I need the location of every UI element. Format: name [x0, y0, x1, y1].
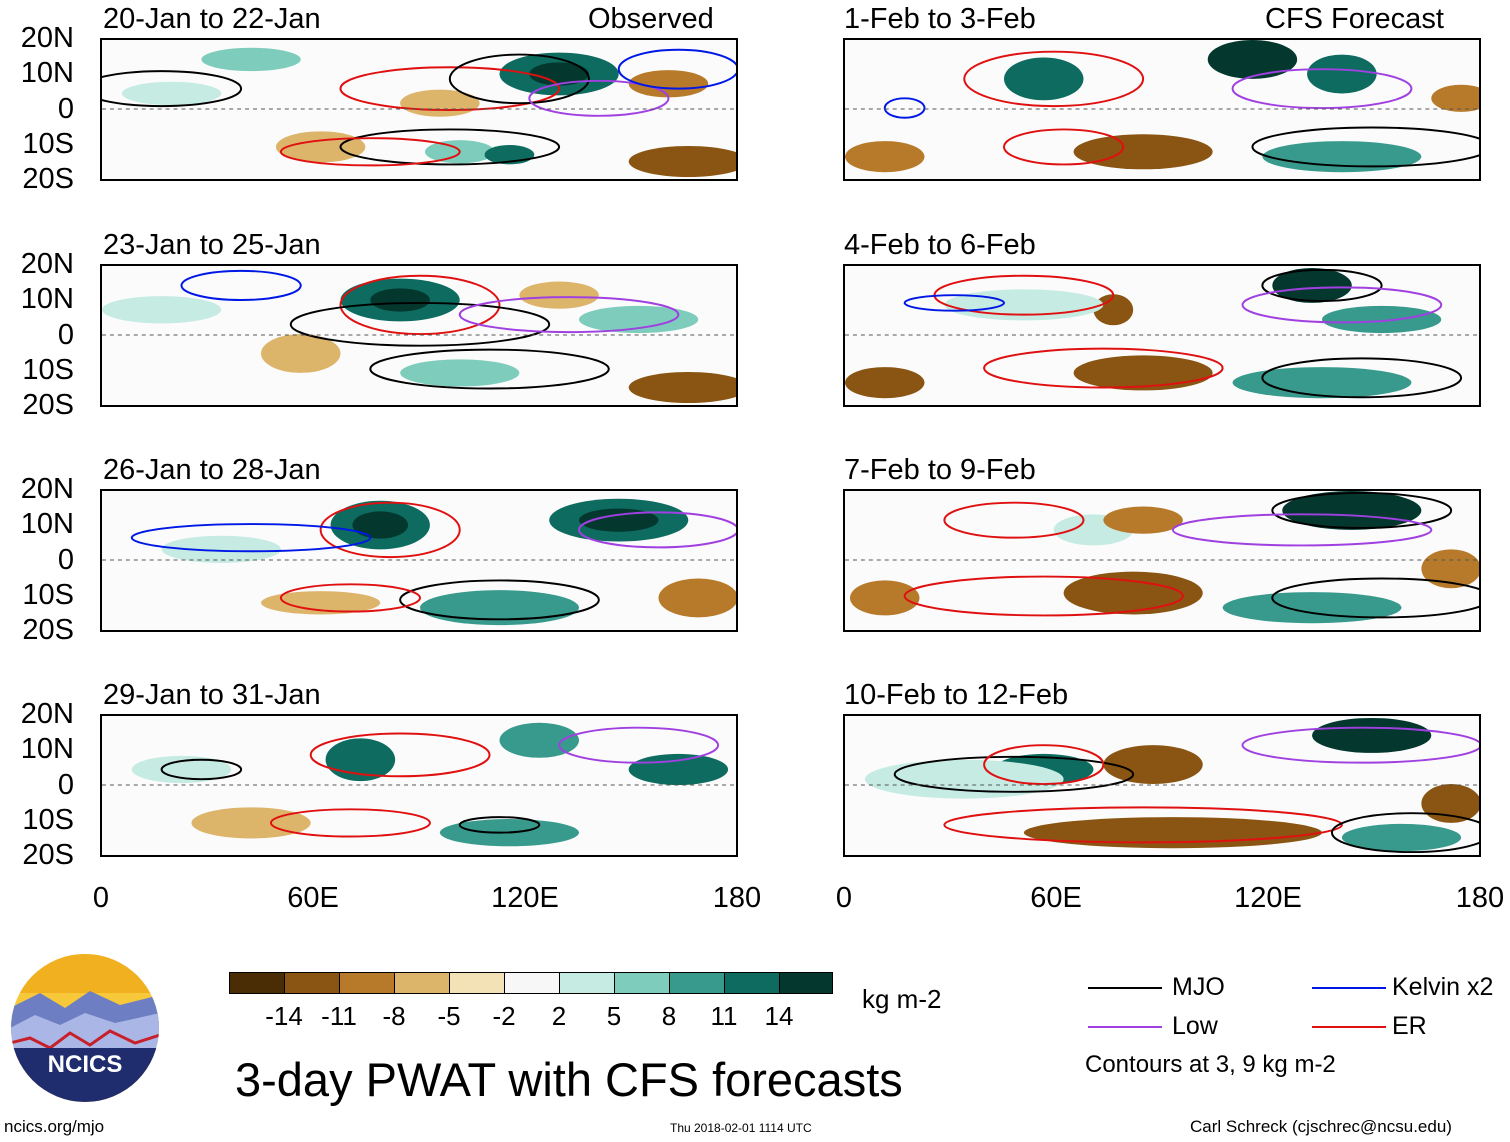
logo-text: NCICS — [47, 1051, 123, 1078]
lat-label: 20S — [22, 389, 74, 421]
colorbar-label: 14 — [764, 1001, 794, 1031]
lat-label: 20S — [22, 163, 74, 195]
footer-url: ncics.org/mjo — [4, 1117, 105, 1136]
panel-date-label: 1-Feb to 3-Feb — [844, 3, 1036, 35]
legend-label-er: ER — [1392, 1012, 1427, 1040]
footer-timestamp: Thu 2018-02-01 1114 UTC — [670, 1121, 812, 1135]
lat-label: 10N — [20, 508, 74, 540]
colorbar-box — [669, 972, 725, 994]
colorbar-label: -11 — [321, 1001, 357, 1031]
panel-date-label: 4-Feb to 6-Feb — [844, 229, 1036, 261]
lat-label: 0 — [57, 319, 74, 351]
lon-label: 120E — [1234, 882, 1302, 914]
lat-label: 10S — [22, 579, 74, 611]
figure-title: 3-day PWAT with CFS forecasts — [235, 1053, 903, 1106]
colorbar-box — [229, 972, 285, 994]
legend-label-mjo: MJO — [1172, 973, 1225, 1001]
panel-date-label: 10-Feb to 12-Feb — [844, 679, 1069, 711]
lat-label: 0 — [57, 544, 74, 576]
lat-label: 10S — [22, 804, 74, 836]
pwat-map — [843, 264, 1481, 407]
lat-label: 0 — [57, 769, 74, 801]
legend-line-low — [1088, 1026, 1162, 1028]
panel-date-label: 20-Jan to 22-Jan — [103, 3, 321, 35]
lon-label: 0 — [835, 882, 853, 914]
panel-date-label: 29-Jan to 31-Jan — [103, 679, 321, 711]
pwat-map — [843, 38, 1481, 181]
footer-author: Carl Schreck (cjschrec@ncsu.edu) — [1190, 1117, 1452, 1136]
lon-label: 0 — [92, 882, 110, 914]
pwat-map — [100, 489, 738, 632]
forecast-label: CFS Forecast — [1265, 3, 1444, 35]
colorbar-box — [724, 972, 780, 994]
legend-line-er — [1312, 1026, 1386, 1028]
colorbar-label: -5 — [437, 1001, 461, 1031]
lat-label: 10N — [20, 57, 74, 89]
colorbar-box — [339, 972, 395, 994]
legend-line-mjo — [1088, 987, 1162, 989]
pwat-map — [843, 714, 1481, 857]
legend-line-kelvin — [1312, 987, 1386, 989]
panel-date-label: 23-Jan to 25-Jan — [103, 229, 321, 261]
lat-label: 20N — [20, 473, 74, 505]
legend-note: Contours at 3, 9 kg m-2 — [1085, 1051, 1336, 1078]
colorbar-box — [559, 972, 615, 994]
lat-label: 10N — [20, 283, 74, 315]
pwat-map — [100, 714, 738, 857]
colorbar-box — [779, 972, 833, 994]
lat-label: 20N — [20, 22, 74, 54]
colorbar-label: 5 — [606, 1001, 622, 1031]
lat-label: 0 — [57, 93, 74, 125]
colorbar-box — [284, 972, 340, 994]
lat-label: 20S — [22, 614, 74, 646]
pwat-map — [100, 264, 738, 407]
observed-label: Observed — [588, 3, 714, 35]
lat-label: 20S — [22, 839, 74, 871]
panel-date-label: 7-Feb to 9-Feb — [844, 454, 1036, 486]
lon-label: 60E — [287, 882, 339, 914]
panel-date-label: 26-Jan to 28-Jan — [103, 454, 321, 486]
legend-label-low: Low — [1172, 1012, 1218, 1040]
colorbar-label: -2 — [492, 1001, 516, 1031]
lat-label: 10S — [22, 128, 74, 160]
colorbar-label: 8 — [661, 1001, 677, 1031]
lat-label: 20N — [20, 248, 74, 280]
pwat-map — [100, 38, 738, 181]
colorbar-label: 11 — [710, 1001, 738, 1031]
colorbar-box — [504, 972, 560, 994]
colorbar-units: kg m-2 — [862, 984, 942, 1014]
colorbar-label: -8 — [382, 1001, 406, 1031]
colorbar-box — [449, 972, 505, 994]
colorbar-label: -14 — [265, 1001, 303, 1031]
lon-label: 180 — [1455, 882, 1505, 914]
lat-label: 10S — [22, 354, 74, 386]
lon-label: 60E — [1030, 882, 1082, 914]
pwat-map — [843, 489, 1481, 632]
legend-label-kelvin: Kelvin x2 — [1392, 973, 1494, 1001]
colorbar-box — [614, 972, 670, 994]
lat-label: 20N — [20, 698, 74, 730]
lon-label: 120E — [491, 882, 559, 914]
lat-label: 10N — [20, 733, 74, 765]
ncics-logo: NCICS — [10, 953, 160, 1103]
colorbar-label: 2 — [551, 1001, 567, 1031]
lon-label: 180 — [712, 882, 762, 914]
colorbar-box — [394, 972, 450, 994]
